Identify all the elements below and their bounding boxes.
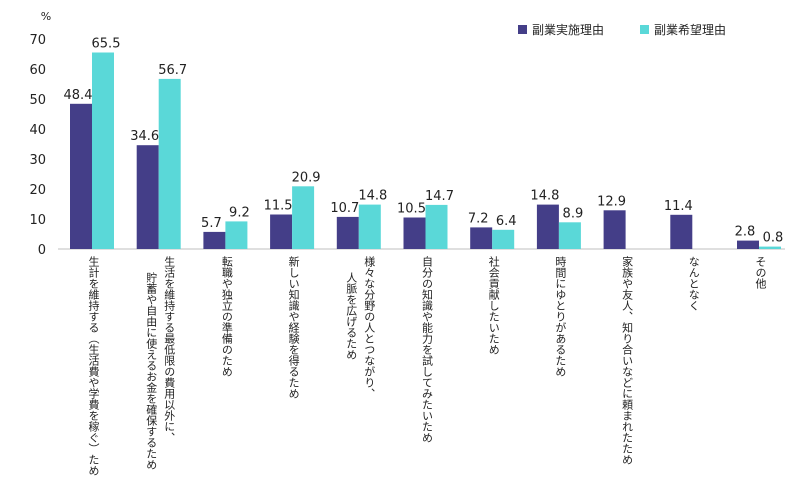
legend-swatch <box>640 25 649 34</box>
data-label: 11.5 <box>264 199 293 214</box>
data-label: 20.9 <box>292 170 321 185</box>
y-tick-label: 50 <box>29 93 46 108</box>
category-label: 様々な分野の人とつながり、 <box>362 256 376 399</box>
category-label: その他 <box>754 256 767 289</box>
data-label: 10.7 <box>330 201 359 216</box>
data-label: 48.4 <box>64 88 93 103</box>
bar-implementation <box>536 204 559 249</box>
data-label: 0.8 <box>763 231 784 246</box>
bar-desire <box>292 186 315 249</box>
category-label: 新しい知識や経験を得るため <box>287 256 301 399</box>
bar-implementation <box>270 214 293 249</box>
data-label: 2.8 <box>735 225 756 240</box>
y-tick-label: 60 <box>29 63 46 78</box>
category-label: 自分の知識や能力を試してみたいため <box>420 256 434 443</box>
category-label: 時間にゆとりがあるため <box>553 256 567 377</box>
bar-desire <box>225 221 248 249</box>
bar-desire <box>492 229 515 249</box>
category-label: なんとなく <box>687 256 701 311</box>
legend: 副業実施理由 副業希望理由 <box>518 22 726 37</box>
legend-swatch <box>518 25 527 34</box>
bar-implementation <box>603 210 626 249</box>
data-label: 12.9 <box>597 194 626 209</box>
category-label: 転職や独立の準備のため <box>220 256 234 377</box>
data-label: 9.2 <box>229 205 250 220</box>
data-label: 11.4 <box>664 199 693 214</box>
data-labels: 48.465.534.656.75.79.2 11.520.910.714.810… <box>64 37 784 246</box>
bar-implementation <box>336 216 359 249</box>
data-label: 7.2 <box>468 211 489 226</box>
data-label: 34.6 <box>130 129 159 144</box>
y-tick-label: 70 <box>29 33 46 48</box>
legend-label: 副業実施理由 <box>532 22 604 37</box>
category-label: 生計を維持する（生活費や学費を稼ぐ）ため <box>87 256 100 476</box>
data-label: 6.4 <box>496 214 517 229</box>
bar-implementation <box>203 231 226 249</box>
data-label: 14.8 <box>358 189 387 204</box>
y-tick-label: 20 <box>29 183 46 198</box>
data-label: 56.7 <box>158 63 187 78</box>
data-label: 8.9 <box>563 206 584 221</box>
category-label: 生活を維持する最低限の費用以外に、 <box>162 256 176 443</box>
bar-implementation <box>737 240 759 249</box>
y-tick-label: 0 <box>38 243 46 258</box>
bar-implementation <box>470 227 493 249</box>
bar-desire <box>759 246 781 249</box>
bars <box>70 52 781 250</box>
category-label: 貯蓄や自由に使えるお金を確保するため <box>144 272 158 470</box>
data-label: 65.5 <box>92 37 121 52</box>
y-tick-label: 30 <box>29 153 46 168</box>
bar-desire <box>158 78 181 250</box>
bar-implementation <box>136 145 159 249</box>
category-label: 人脈を広げるため <box>344 272 358 360</box>
category-label: 家族や友人、知り合いなどに頼まれたため <box>620 256 634 465</box>
data-label: 14.8 <box>530 189 559 204</box>
data-label: 10.5 <box>397 202 426 217</box>
legend-label: 副業希望理由 <box>654 22 726 37</box>
y-axis-unit: % <box>41 10 51 23</box>
data-label: 5.7 <box>201 216 222 231</box>
bar-desire <box>425 204 448 249</box>
data-label: 14.7 <box>425 189 454 204</box>
bar-implementation <box>403 217 426 249</box>
bar-implementation <box>70 103 92 249</box>
bar-implementation <box>670 214 693 249</box>
bar-desire <box>358 204 381 249</box>
y-tick-label: 40 <box>29 123 46 138</box>
bar-desire <box>92 52 114 249</box>
bar-desire <box>558 222 581 249</box>
y-tick-label: 10 <box>29 213 46 228</box>
category-label: 社会貢献したいため <box>487 256 501 355</box>
